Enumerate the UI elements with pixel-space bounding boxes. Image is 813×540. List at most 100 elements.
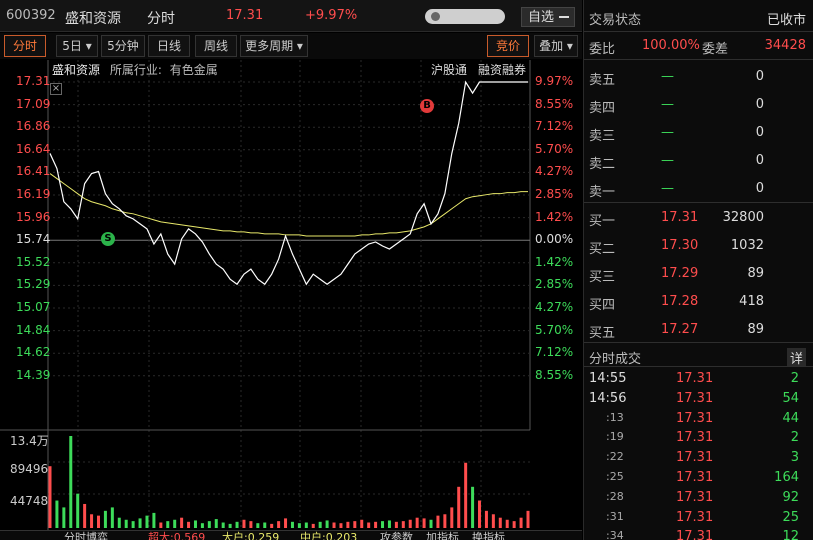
percent-tick: 2.85% (535, 187, 574, 201)
volume-bar (166, 521, 170, 528)
level-volume: 0 (755, 125, 764, 140)
level-label: 买三 (589, 270, 616, 285)
minus-icon (559, 16, 569, 18)
indicator-add[interactable]: 加指标 (426, 531, 459, 540)
percent-tick: 8.55% (535, 96, 574, 111)
weibi-value: 100.00% (642, 38, 700, 53)
volume-bar (228, 523, 232, 528)
level-price: 17.30 (661, 238, 699, 253)
trades-detail-button[interactable]: 详 (786, 348, 806, 367)
volume-bar (256, 523, 260, 528)
volume-bar (62, 507, 66, 528)
trade-volume: 44 (782, 410, 799, 426)
tab-daily[interactable]: 日线 (148, 35, 190, 57)
volume-bar (339, 523, 343, 528)
volume-bar (138, 518, 142, 528)
buy-level: 买五 17.27 89 (584, 320, 813, 341)
tab-intraday[interactable]: 分时 (4, 35, 46, 57)
search-input[interactable] (425, 9, 505, 24)
price-line (49, 80, 528, 286)
indicator-l: 大户:0.259 (222, 531, 280, 540)
percent-tick: 4.27% (535, 164, 574, 179)
volume-bar (249, 521, 253, 528)
volume-bar (519, 517, 523, 528)
indicator-game[interactable]: 分时博弈 (64, 531, 108, 540)
volume-bar (457, 486, 461, 528)
trades-header: 分时成交 详 (584, 346, 813, 367)
level-label: 卖五 (589, 73, 616, 88)
price-tick: 17.09 (16, 96, 51, 111)
volume-bar (145, 515, 149, 528)
trade-price: 17.31 (676, 390, 714, 406)
tab-weekly[interactable]: 周线 (195, 35, 237, 57)
search-icon (431, 12, 440, 21)
level-price: — (661, 153, 674, 168)
indicator-switch[interactable]: 换指标 (472, 531, 505, 540)
percent-tick: 1.42% (535, 254, 574, 269)
tab-5min[interactable]: 5分钟 (101, 35, 145, 57)
level-price: — (661, 69, 674, 84)
volume-bar (512, 521, 516, 528)
price-tick: 14.39 (16, 367, 51, 382)
trade-volume: 2 (790, 430, 799, 446)
tag-hk-connect: 沪股通 (431, 63, 468, 77)
trade-row: :34 17.31 12 (584, 527, 813, 540)
chart-stock-name: 盛和资源 (52, 63, 101, 77)
volume-bar (69, 436, 73, 528)
buy-level: 买三 17.29 89 (584, 264, 813, 285)
price-tick: 15.96 (16, 209, 51, 224)
trade-price: 17.31 (676, 410, 714, 426)
intraday-chart[interactable] (0, 0, 582, 540)
price-tick: 16.41 (16, 164, 51, 179)
volume-bar (235, 521, 239, 528)
sell-level: 卖五 — 0 (584, 67, 813, 88)
level-label: 买二 (589, 242, 616, 257)
volume-bar (478, 500, 482, 528)
trade-row: 14:55 17.31 2 (584, 369, 813, 389)
indicator-bar: 分时博弈 超大:0.569 大户:0.259 中户:0.203 攻参数 加指标 … (0, 530, 582, 540)
volume-bar (346, 521, 350, 528)
volume-bar (394, 521, 398, 528)
tab-more-periods[interactable]: 更多周期 ▾ (240, 35, 308, 57)
volume-bar (387, 520, 391, 528)
volume-bar (401, 521, 405, 528)
percent-tick: 9.97% (535, 74, 574, 88)
trade-row: :13 17.31 44 (584, 409, 813, 429)
level-price: — (661, 181, 674, 196)
trade-volume: 164 (774, 470, 799, 485)
industry-label: 所属行业: (109, 63, 162, 77)
last-price: 17.31 (226, 8, 264, 23)
tab-auction[interactable]: 竞价 (487, 35, 529, 57)
volume-bar (117, 517, 121, 528)
trade-time: 14:56 (589, 390, 627, 406)
volume-bar (360, 519, 364, 528)
level-volume: 1032 (730, 238, 764, 253)
average-price-line (49, 173, 528, 237)
volume-bar (325, 520, 329, 528)
tab-overlay[interactable]: 叠加 ▾ (534, 35, 578, 57)
sell-marker[interactable]: S (101, 232, 115, 246)
volume-bar (290, 521, 294, 528)
buy-marker[interactable]: B (420, 99, 434, 113)
price-tick: 14.62 (16, 345, 51, 360)
level-volume: 0 (755, 153, 764, 168)
weibi-row: 委比 100.00% 委差 34428 (584, 36, 813, 57)
close-icon[interactable]: × (50, 83, 62, 95)
volume-bar (242, 519, 246, 528)
volume-bar (491, 514, 495, 528)
trade-volume: 12 (782, 529, 799, 540)
trade-time: :22 (606, 450, 624, 464)
trade-time: :25 (606, 470, 624, 483)
volume-bar (221, 522, 225, 528)
watchlist-button[interactable]: 自选 (521, 7, 575, 27)
volume-bar (55, 500, 59, 528)
trade-volume: 3 (790, 450, 799, 466)
indicator-params[interactable]: 攻参数 (380, 531, 413, 540)
stock-code: 600392 (6, 8, 56, 23)
level-price: — (661, 97, 674, 112)
volume-bar (297, 523, 301, 528)
tab-5day[interactable]: 5日 ▾ (56, 35, 98, 57)
level-label: 买五 (589, 326, 616, 341)
percent-tick: 1.42% (535, 209, 574, 224)
level-volume: 89 (747, 322, 764, 337)
